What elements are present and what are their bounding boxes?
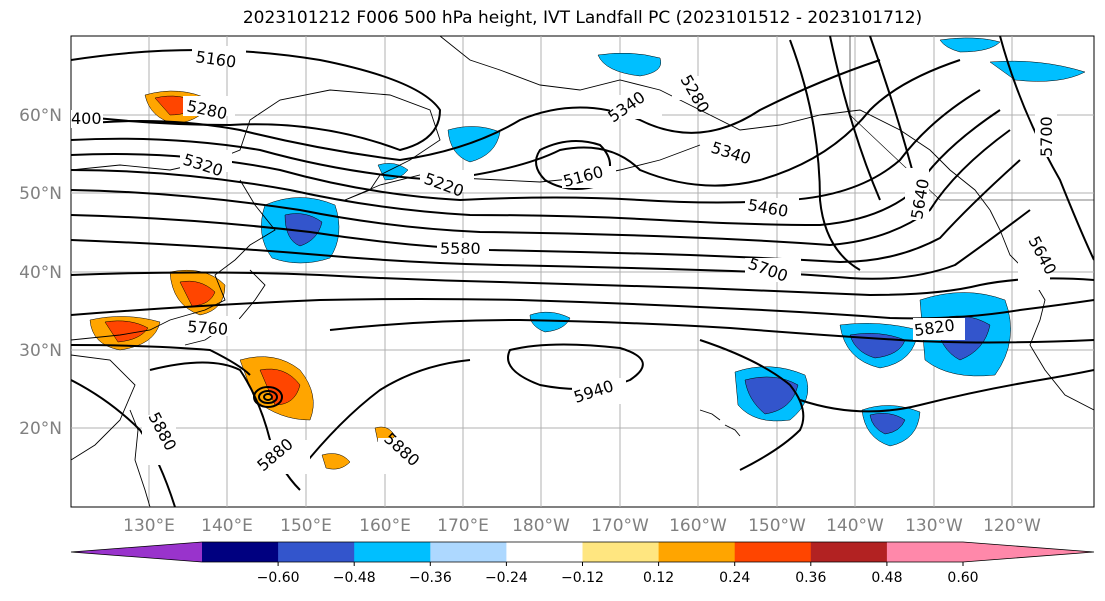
lon-tick-label: 120°W <box>983 516 1041 536</box>
lat-tick-label: 30°N <box>19 341 62 361</box>
contour-label: 5580 <box>440 239 481 258</box>
colorbar-tick-label: −0.36 <box>409 570 452 586</box>
colorbar-segment <box>582 542 660 562</box>
lon-tick-label: 170°E <box>437 516 489 536</box>
lat-tick-label: 20°N <box>19 419 62 439</box>
height-contours <box>71 36 1094 507</box>
colorbar-tick-label: 0.60 <box>947 570 978 586</box>
colorbar-tick-label: −0.12 <box>561 570 604 586</box>
lat-axis: 60°N 50°N 40°N 30°N 20°N <box>19 106 62 439</box>
lat-tick-label: 40°N <box>19 263 62 283</box>
colorbar-segment <box>430 542 507 562</box>
lon-tick-label: 140°E <box>201 516 253 536</box>
lat-tick-label: 60°N <box>19 106 62 126</box>
colorbar-segment <box>810 542 888 562</box>
contour-label: 5700 <box>1037 116 1056 157</box>
colorbar-tick-label: 0.48 <box>871 570 902 586</box>
lon-tick-label: 170°W <box>591 516 649 536</box>
lon-tick-label: 180°W <box>512 516 570 536</box>
contour-label: 5760 <box>187 317 229 339</box>
colorbar-tick-label: −0.48 <box>333 570 376 586</box>
map-title: 2023101212 F006 500 hPa height, IVT Land… <box>242 8 923 28</box>
colorbar-tick-label: 0.36 <box>795 570 826 586</box>
lon-tick-label: 130°E <box>123 516 175 536</box>
colorbar-tick-label: 0.12 <box>643 570 674 586</box>
lon-axis: 130°E 140°E 150°E 160°E 170°E 180°W 170°… <box>123 516 1041 536</box>
lat-tick-label: 50°N <box>19 184 62 204</box>
colorbar-segment <box>202 542 279 562</box>
lon-tick-label: 160°W <box>669 516 727 536</box>
lon-tick-label: 160°E <box>359 516 411 536</box>
map-content: 5160 5280 400 5320 5220 5340 5280 5160 5… <box>71 36 1094 507</box>
lon-tick-label: 150°E <box>280 516 332 536</box>
colorbar: −0.60 −0.48 −0.36 −0.24 −0.12 0.12 0.24 0.36 0.4… <box>70 541 1095 586</box>
lon-tick-label: 130°W <box>905 516 963 536</box>
contour-label-group: 5160 5280 400 5320 5220 5340 5280 5160 5… <box>71 46 1060 475</box>
colorbar-left-arrow <box>71 542 202 562</box>
colorbar-tick-label: 0.24 <box>719 570 750 586</box>
colorbar-segment <box>658 542 736 562</box>
colorbar-tick-label: −0.60 <box>257 570 300 586</box>
lon-tick-label: 150°W <box>748 516 806 536</box>
gridlines <box>71 36 1094 507</box>
colorbar-segment <box>506 542 583 562</box>
lon-tick-label: 140°W <box>826 516 884 536</box>
colorbar-right-arrow <box>963 542 1094 562</box>
colorbar-tick-label: −0.24 <box>485 570 528 586</box>
coastlines <box>71 36 1094 507</box>
colorbar-outline <box>70 541 1095 563</box>
colorbar-segment <box>886 542 964 562</box>
contour-label: 400 <box>71 109 102 128</box>
colorbar-segment <box>278 542 355 562</box>
colorbar-segment <box>734 542 812 562</box>
colorbar-segment <box>354 542 431 562</box>
